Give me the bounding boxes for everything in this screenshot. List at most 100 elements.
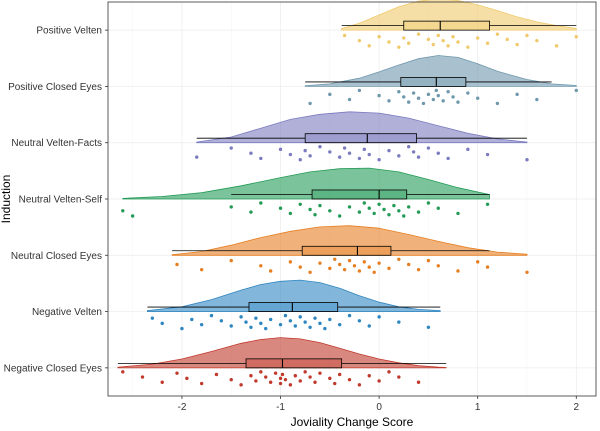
x-axis-title: Joviality Change Score [291,415,414,429]
data-point [283,377,288,382]
data-point [337,155,342,159]
data-point [259,370,263,374]
density-cloud [304,55,577,87]
data-point [362,260,367,264]
data-point [268,317,273,322]
data-point [357,269,362,273]
y-axis-ticks: Negative Closed Eyes Negative Velten Neutr… [4,26,108,374]
boxplots [117,20,577,369]
data-point [377,202,381,206]
data-point [406,262,411,267]
data-point [377,261,381,265]
data-point [372,211,376,216]
data-point [342,267,347,272]
density-cloud [117,337,447,369]
data-point [229,205,233,209]
data-point [554,44,559,48]
data-point [416,210,421,214]
data-point [436,33,440,38]
data-point [229,146,233,150]
x-axis-ticks: -2 -1 0 1 2 [177,396,580,413]
data-point [377,315,381,319]
data-point [441,99,445,103]
data-point [288,383,293,387]
data-point [525,158,529,162]
data-point [357,210,362,214]
data-point [436,151,440,155]
data-point [574,88,578,93]
data-point [264,326,268,331]
data-point [362,147,367,152]
data-point [229,324,233,328]
data-point [377,158,381,162]
data-point [352,264,357,268]
box-iqr [311,189,408,200]
data-point [406,100,411,104]
data-point [416,96,421,100]
data-point [426,258,431,263]
data-point [293,324,298,328]
data-point [180,326,184,331]
y-tick-label: Negative Velten [32,307,102,318]
data-point [288,260,293,264]
data-point [199,322,204,327]
data-point [249,151,253,155]
data-point [303,148,307,153]
density-clouds [117,0,577,369]
data-point [298,265,302,269]
data-point [416,380,421,384]
data-point [495,32,500,36]
data-point [406,205,411,209]
data-point [416,32,421,36]
data-point [259,156,263,161]
data-point [426,92,431,97]
data-point [367,374,371,378]
data-point [308,101,312,106]
data-point [466,147,470,152]
box-iqr [245,358,343,369]
data-point [239,315,243,319]
data-point [357,156,362,161]
data-point [264,375,268,379]
data-point [406,145,411,149]
data-point [318,371,322,375]
data-point [387,40,391,44]
data-point [219,319,224,323]
data-point [387,266,391,271]
data-point [397,257,401,261]
data-point [195,155,199,159]
data-point [328,209,332,213]
data-point [280,372,285,377]
data-point [377,379,381,383]
data-point [337,214,342,218]
data-point [303,370,307,374]
data-point [397,320,401,324]
data-point [347,205,352,209]
y-axis-title: Induction [0,175,13,224]
data-point [495,101,500,106]
data-point [347,377,352,382]
data-point [278,322,283,327]
data-point [199,381,204,386]
data-point [160,380,164,384]
data-point [175,262,179,267]
data-point [249,374,253,378]
data-point [278,376,283,381]
data-point [535,97,539,102]
data-point [397,209,401,213]
data-point [298,158,302,162]
box-iqr [403,20,490,31]
data-point [397,375,401,379]
data-point [278,381,283,386]
data-point [318,203,322,208]
data-point [313,316,317,320]
data-point [347,313,352,318]
data-point [333,381,337,386]
data-point [229,377,233,382]
data-point [387,213,391,217]
data-point [485,202,490,206]
data-point [303,320,307,324]
data-point [190,317,194,322]
box-iqr [301,245,392,256]
data-point [372,270,376,274]
